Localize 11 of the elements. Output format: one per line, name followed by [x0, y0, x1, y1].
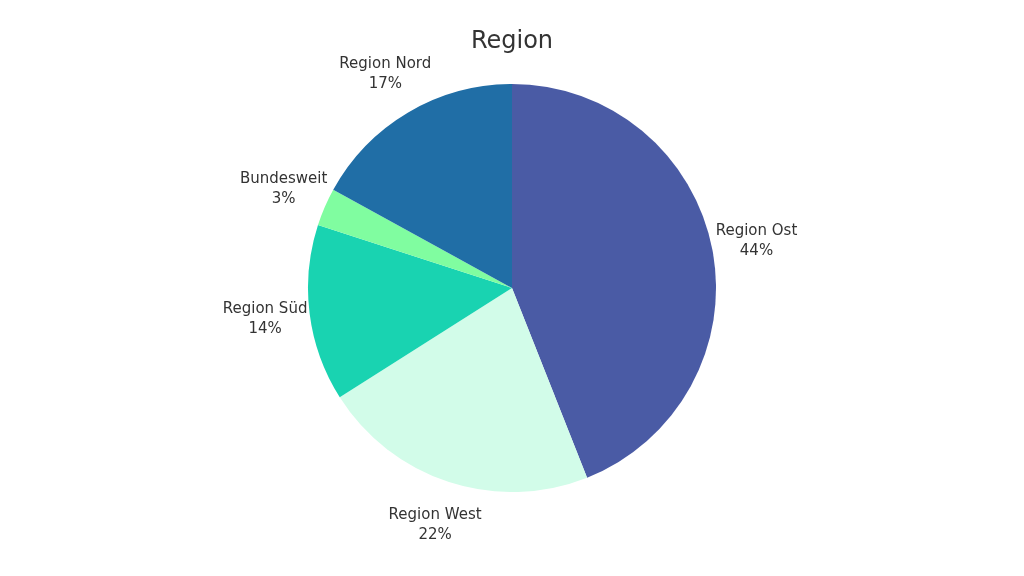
slice-label: Bundesweit: [239, 169, 328, 188]
slice-label: Region Nord: [339, 53, 432, 72]
data-label: 17%: [368, 73, 402, 92]
chart-title: Region: [470, 26, 554, 55]
data-label: 3%: [271, 189, 296, 208]
data-label: 14%: [248, 319, 282, 338]
slice-label: Region West: [388, 504, 482, 523]
slice-label: Region Ost: [715, 221, 798, 240]
slice-label: Region Süd: [222, 299, 308, 318]
data-label: 44%: [739, 241, 774, 260]
data-label: 22%: [418, 524, 452, 543]
